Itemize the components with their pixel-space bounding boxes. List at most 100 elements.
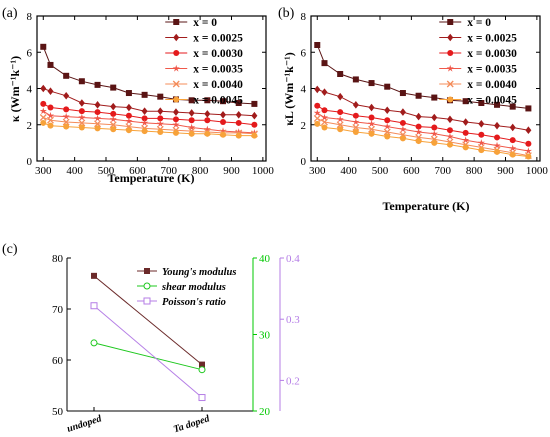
legend-label: x = 0.0035 xyxy=(467,64,517,76)
y-tick-label: 6 xyxy=(27,47,33,59)
data-point xyxy=(337,71,344,77)
panel-c: (c) 50 60 70 80 undoped Ta doped 20 30 40 0.2 0.3 0… xyxy=(2,242,300,435)
panel-c-legend: Young's modulus shear modulus Poisson's ra… xyxy=(137,267,236,308)
panel-a-ticks: 300 400 500 600 700 800 900 1000 0 2 4 6 8 xyxy=(27,11,275,177)
data-point xyxy=(462,144,469,151)
left-tick-label: 60 xyxy=(52,355,64,367)
data-point xyxy=(430,130,438,137)
data-point xyxy=(352,124,360,131)
right2-tick-label: 0.4 xyxy=(286,253,300,265)
left-tick-label: 50 xyxy=(52,406,64,418)
data-point xyxy=(352,112,359,119)
data-point xyxy=(78,124,85,131)
data-point xyxy=(431,113,438,122)
data-point xyxy=(204,97,211,104)
series-line-0 xyxy=(93,275,203,365)
y-tick-label: 0 xyxy=(27,156,33,168)
data-point xyxy=(125,117,133,125)
panel-b-series xyxy=(313,42,533,160)
data-point xyxy=(235,100,242,106)
legend-marker xyxy=(446,80,454,88)
data-point xyxy=(384,106,391,115)
category-label: Ta doped xyxy=(172,413,212,435)
data-point xyxy=(110,102,117,111)
x-tick-label: 300 xyxy=(309,165,326,177)
data-point xyxy=(47,122,54,129)
data-point xyxy=(47,87,54,96)
panel-a-series xyxy=(39,43,259,139)
data-point xyxy=(110,110,117,117)
data-point xyxy=(524,147,533,155)
x-tick-label: 700 xyxy=(435,165,452,177)
data-point xyxy=(313,114,321,122)
data-point xyxy=(40,43,47,50)
data-point xyxy=(321,107,328,114)
data-point xyxy=(198,394,206,402)
data-point xyxy=(188,117,195,124)
data-point xyxy=(494,121,501,130)
right2-tick-label: 0.2 xyxy=(286,375,300,387)
panel-b-legend: x = 0 x = 0.0025 x = 0.0030 x = 0.0035 x = 0… xyxy=(439,17,517,107)
data-point xyxy=(235,132,242,139)
data-point xyxy=(46,111,55,119)
data-point xyxy=(172,116,179,123)
x-tick-label: 500 xyxy=(372,165,389,177)
data-point xyxy=(384,83,391,90)
data-point xyxy=(509,137,516,144)
data-point xyxy=(110,126,117,133)
data-point xyxy=(220,98,227,105)
data-point xyxy=(204,117,211,124)
data-point xyxy=(321,124,328,131)
data-point xyxy=(352,129,359,135)
data-point xyxy=(368,103,375,112)
x-tick-label: 700 xyxy=(161,165,178,177)
data-point xyxy=(109,115,117,123)
legend-marker xyxy=(143,282,151,290)
data-point xyxy=(399,135,406,142)
legend-marker xyxy=(447,50,454,56)
legend-label: x = 0 xyxy=(467,17,491,29)
data-point xyxy=(235,110,242,119)
y-tick-label: 6 xyxy=(301,47,307,59)
legend-label: shear modulus xyxy=(161,282,226,293)
legend-label: x = 0.0030 xyxy=(193,48,243,60)
data-point xyxy=(525,105,532,112)
data-point xyxy=(94,120,102,128)
data-point xyxy=(220,119,227,126)
data-point xyxy=(478,120,485,128)
data-point xyxy=(251,111,258,120)
data-point xyxy=(313,109,321,117)
data-point xyxy=(368,130,375,137)
legend-marker xyxy=(446,64,454,72)
right1-tick-label: 20 xyxy=(259,406,271,418)
data-point xyxy=(446,127,453,134)
panel-a: (a) 300 400 500 600 700 800 900 1000 0 2 4 6 8 x = 0… xyxy=(2,6,274,185)
data-point xyxy=(525,153,532,160)
data-point xyxy=(188,109,195,117)
data-point xyxy=(415,92,422,99)
data-point xyxy=(93,114,102,122)
data-point xyxy=(352,101,359,109)
data-point xyxy=(125,112,132,119)
x-tick-label: 1000 xyxy=(526,165,549,177)
data-point xyxy=(431,124,438,131)
legend-label: Poisson's ratio xyxy=(162,297,226,308)
data-point xyxy=(399,90,406,97)
data-point xyxy=(314,120,321,127)
panel-b: (b) 300 400 500 600 700 800 900 1000 0 2 4 6 8 x = 0… xyxy=(278,6,548,213)
data-point xyxy=(141,115,148,122)
data-point xyxy=(462,129,469,136)
panel-c-label: (c) xyxy=(2,242,18,257)
legend-label: x = 0.0025 xyxy=(467,33,517,45)
data-point xyxy=(368,114,375,121)
data-point xyxy=(509,123,516,132)
y-tick-label: 0 xyxy=(301,156,307,168)
data-point xyxy=(172,129,179,136)
data-point xyxy=(383,128,391,136)
data-point xyxy=(78,78,85,85)
legend-label: x = 0.0045 xyxy=(467,95,517,107)
data-point xyxy=(509,151,516,158)
x-tick-label: 800 xyxy=(192,165,209,177)
data-point xyxy=(91,272,97,279)
